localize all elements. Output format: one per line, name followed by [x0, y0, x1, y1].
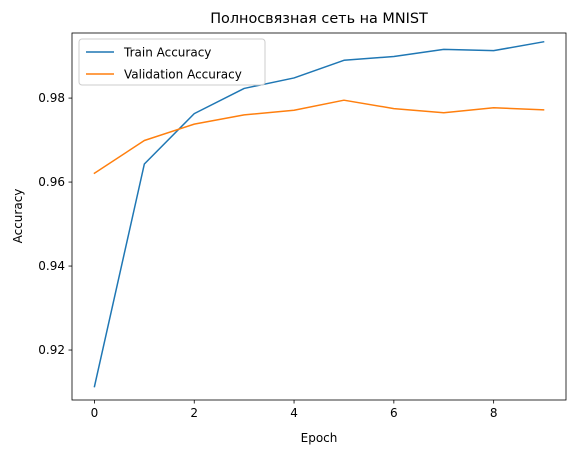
x-tick-label: 0: [91, 406, 99, 420]
legend-label-validation-accuracy: Validation Accuracy: [124, 68, 242, 82]
y-tick-label: 0.92: [38, 343, 65, 357]
legend-box: [78, 38, 266, 86]
x-tick-label: 2: [190, 406, 198, 420]
y-tick-label: 0.98: [38, 91, 65, 105]
x-tick-label: 4: [290, 406, 298, 420]
series-line-train-accuracy: [93, 40, 545, 388]
legend: Train Accuracy Validation Accuracy: [78, 38, 266, 86]
x-axis-label: Epoch: [301, 431, 338, 445]
axes-frame: [71, 32, 567, 401]
series-line-validation-accuracy: [93, 99, 545, 175]
legend-label-train-accuracy: Train Accuracy: [123, 46, 211, 60]
x-tick-label: 6: [390, 406, 398, 420]
chart-title: Полносвязная сеть на MNIST: [210, 11, 428, 27]
x-tick-label: 8: [490, 406, 498, 420]
plot-area: 0 2 4 6 8 0.92 0.94 0.96 0.98: [38, 32, 567, 420]
y-tick-label: 0.96: [38, 175, 65, 189]
y-axis-label: Accuracy: [11, 189, 25, 244]
y-tick-label: 0.94: [38, 259, 65, 273]
